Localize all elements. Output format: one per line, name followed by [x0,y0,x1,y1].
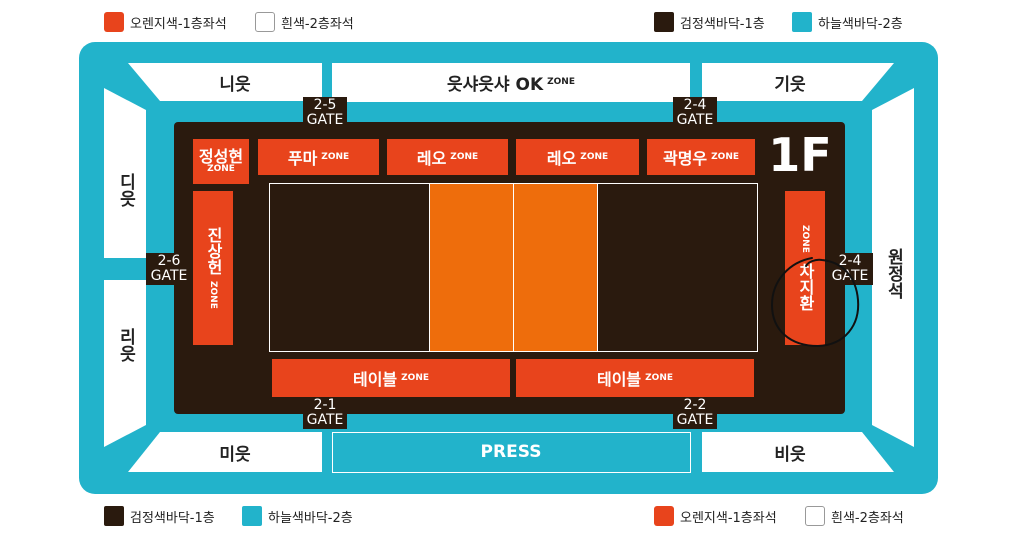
section-label-left-upper: 디읏 [115,173,136,207]
gate-2-1-num: 2-1 [313,397,337,413]
zone-table-2-name: 테이블 [596,370,642,389]
section-label-right: 원정석 [883,247,904,299]
zone-leo-2: 레오 ZONE [516,139,639,175]
gate-2-2-word: GATE [676,412,714,428]
gate-2-5: 2-5 GATE [303,97,347,129]
section-top-center-shape [332,63,690,102]
zone-puma: 푸마 ZONE [258,139,379,175]
section-top-left-shape [128,63,322,101]
court-left-front [430,184,514,351]
orange-swatch [654,506,674,526]
zone-cha: ZONE 차지환 [785,191,825,345]
section-label-top-right: 기읏 [774,74,806,95]
legend-label: 흰색-2층좌석 [281,16,354,32]
zone-cha-zone: ZONE [800,225,810,253]
section-label-top-left: 니읏 [219,74,251,95]
zone-kwak: 곽명우 ZONE [647,139,755,175]
zone-leo-2-name: 레오 [546,149,577,168]
zone-leo-2-zone: ZONE [580,152,609,162]
gate-2-5-num: 2-5 [313,97,337,113]
legend-bottom-orange-1f: 오렌지색-1층좌석 [654,506,777,526]
top-center-name: 읏샤읏샤 OK [447,74,544,95]
gate-2-4-right-num: 2-4 [838,253,862,269]
zone-jeong-name: 정성현 [198,146,244,166]
zone-cha-name: 차지환 [796,262,815,311]
zone-puma-name: 푸마 [287,149,318,168]
legend-label: 오렌지색-1층좌석 [680,510,777,526]
zone-jeong: 정성현 ZONE [193,139,249,184]
legend-blue-2f: 하늘색바닥-2층 [792,12,903,32]
section-right-shape [872,88,914,447]
legend-label: 오렌지색-1층좌석 [130,16,227,32]
zone-table-1-zone: ZONE [401,373,430,383]
gate-2-4-top: 2-4 GATE [673,97,717,129]
zone-table-2: 테이블 ZONE [516,359,754,397]
zone-table-2-zone: ZONE [645,373,674,383]
section-left-lower-shape [104,280,146,447]
court-right-front [514,184,598,351]
blue-swatch [792,12,812,32]
circle-stroke [770,257,860,348]
zone-leo-1: 레오 ZONE [387,139,508,175]
court-left-back [270,184,430,351]
legend-bottom-blue-2f: 하늘색바닥-2층 [242,506,353,526]
section-label-bottom-right: 비읏 [774,444,806,465]
gate-2-2-num: 2-2 [683,397,707,413]
gate-2-6-word: GATE [150,268,188,284]
section-label-bottom-left: 미읏 [219,444,251,465]
legend-label: 하늘색바닥-2층 [818,16,903,32]
gate-2-4-right: 2-4 GATE [827,253,873,285]
zone-puma-zone: ZONE [321,152,350,162]
section-label-left-lower: 리읏 [115,328,136,362]
black-swatch [104,506,124,526]
section-label-press: PRESS [480,442,542,462]
press-box-shape [332,432,691,473]
gate-2-6-num: 2-6 [157,253,181,269]
zone-leo-1-zone: ZONE [450,152,479,162]
section-left-upper-shape [104,88,146,258]
zone-jin: 진상헌 ZONE [193,191,233,345]
top-center-zone: ZONE [547,77,575,87]
court-right-back [598,184,757,351]
legend-label: 검정색바닥-1층 [680,16,765,32]
section-label-top-center: 읏샤읏샤 OK ZONE [332,68,690,96]
volleyball-court [269,183,758,352]
section-top-right-shape [702,63,894,101]
legend-black-1f: 검정색바닥-1층 [654,12,765,32]
gate-2-1-word: GATE [306,412,344,428]
zone-table-1-name: 테이블 [352,370,398,389]
gate-2-6: 2-6 GATE [146,253,192,285]
zone-leo-1-name: 레오 [416,149,447,168]
zone-jin-zone: ZONE [208,281,218,309]
white-swatch [805,506,825,526]
legend-label: 하늘색바닥-2층 [268,510,353,526]
zone-jin-name: 진상헌 [204,227,223,276]
zone-kwak-name: 곽명우 [662,149,708,168]
legend-bottom-black-1f: 검정색바닥-1층 [104,506,215,526]
gate-2-1: 2-1 GATE [303,397,347,429]
legend-orange-1f: 오렌지색-1층좌석 [104,12,227,32]
white-swatch [255,12,275,32]
legend-bottom-white-2f: 흰색-2층좌석 [805,506,904,526]
gate-2-4-top-num: 2-4 [683,97,707,113]
legend-white-2f: 흰색-2층좌석 [255,12,354,32]
section-bottom-right-shape [702,432,894,472]
zone-kwak-zone: ZONE [711,152,740,162]
gate-2-4-top-word: GATE [676,112,714,128]
floor-label: 1F [768,128,832,182]
legend-label: 검정색바닥-1층 [130,510,215,526]
gate-2-2: 2-2 GATE [673,397,717,429]
zone-table-1: 테이블 ZONE [272,359,510,397]
black-swatch [654,12,674,32]
gate-2-5-word: GATE [306,112,344,128]
section-bottom-left-shape [128,432,322,472]
legend-label: 흰색-2층좌석 [831,510,904,526]
blue-swatch [242,506,262,526]
orange-swatch [104,12,124,32]
zone-jeong-zone: ZONE [207,164,235,175]
